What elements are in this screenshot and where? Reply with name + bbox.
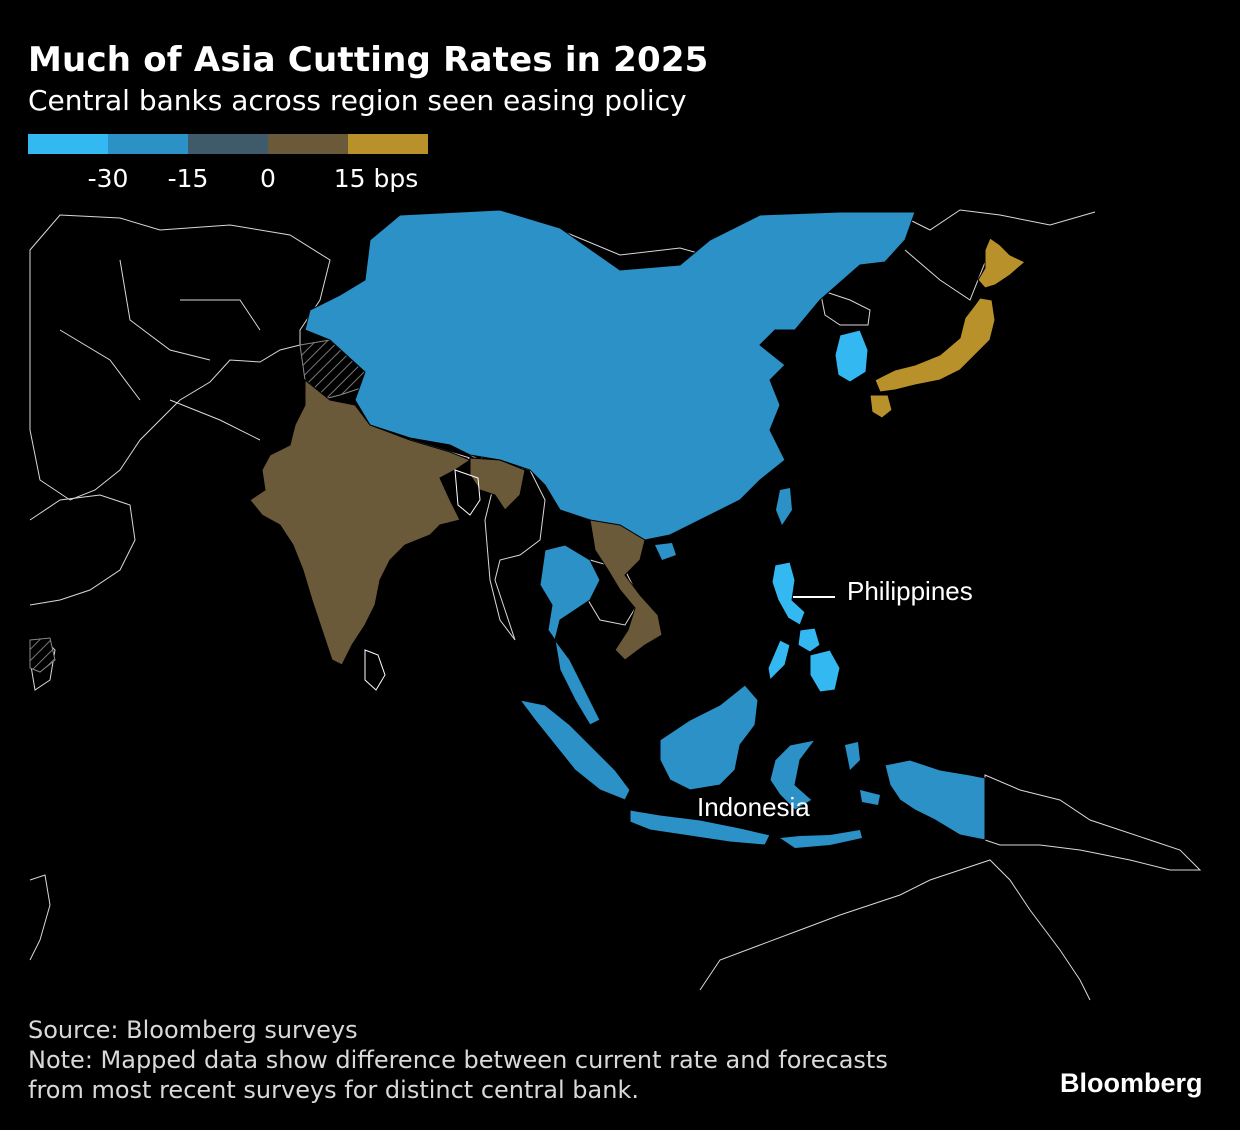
philippines-label: Philippines — [847, 576, 973, 606]
malaysia-peninsula-region — [554, 639, 601, 726]
maluku-region — [845, 742, 880, 805]
china-region — [304, 209, 916, 541]
legend-label-15-bps: 15 bps — [333, 164, 419, 193]
bangladesh-outline — [454, 469, 481, 516]
australia-outline — [699, 859, 1091, 1001]
legend-swatch-3 — [188, 134, 268, 154]
java-region — [629, 809, 771, 846]
borneo-region — [659, 684, 759, 791]
sulawesi-region — [769, 739, 817, 811]
legend-label-minus-15: -15 — [167, 164, 209, 193]
sumatra-region — [518, 699, 631, 801]
south-korea-region — [834, 329, 869, 383]
legend-label-minus-30: -30 — [87, 164, 129, 193]
legend-swatch-5 — [348, 134, 428, 154]
papua-region — [884, 759, 986, 841]
taiwan-region — [776, 488, 792, 525]
myanmar-outline — [484, 459, 546, 641]
africa-horn-outline — [29, 874, 51, 961]
hainan-region — [655, 543, 676, 560]
central-asia-outline — [29, 214, 331, 501]
india-region — [249, 378, 472, 666]
legend-swatch-1 — [28, 134, 108, 154]
legend-swatch-2 — [108, 134, 188, 154]
japan-region — [869, 237, 1026, 419]
thailand-region — [539, 544, 601, 642]
indonesia-label: Indonesia — [697, 792, 810, 822]
color-legend — [28, 134, 428, 154]
border-lines — [59, 259, 261, 441]
lesser-sunda-region — [780, 830, 862, 848]
legend-label-zero: 0 — [260, 164, 276, 193]
asia-map — [0, 205, 1240, 1005]
philippines-region — [767, 561, 841, 693]
legend-swatch-4 — [268, 134, 348, 154]
vietnam-region — [589, 519, 663, 661]
northeast-india-region — [469, 457, 526, 511]
source-note: Source: Bloomberg surveys — [28, 1016, 358, 1044]
png-outline — [984, 774, 1202, 871]
sri-lanka-outline — [364, 649, 386, 691]
somalia-hatch — [29, 637, 56, 673]
korea-north-outline — [819, 289, 871, 326]
russia-far-east-outline — [899, 209, 1096, 301]
chart-title: Much of Asia Cutting Rates in 2025 — [28, 40, 709, 80]
bloomberg-logo: Bloomberg — [1060, 1068, 1203, 1098]
chart-subtitle: Central banks across region seen easing … — [28, 84, 687, 117]
methodology-note-line-1: Note: Mapped data show difference betwee… — [28, 1046, 888, 1074]
middle-east-outline — [29, 494, 136, 606]
methodology-note-line-2: from most recent surveys for distinct ce… — [28, 1076, 639, 1104]
